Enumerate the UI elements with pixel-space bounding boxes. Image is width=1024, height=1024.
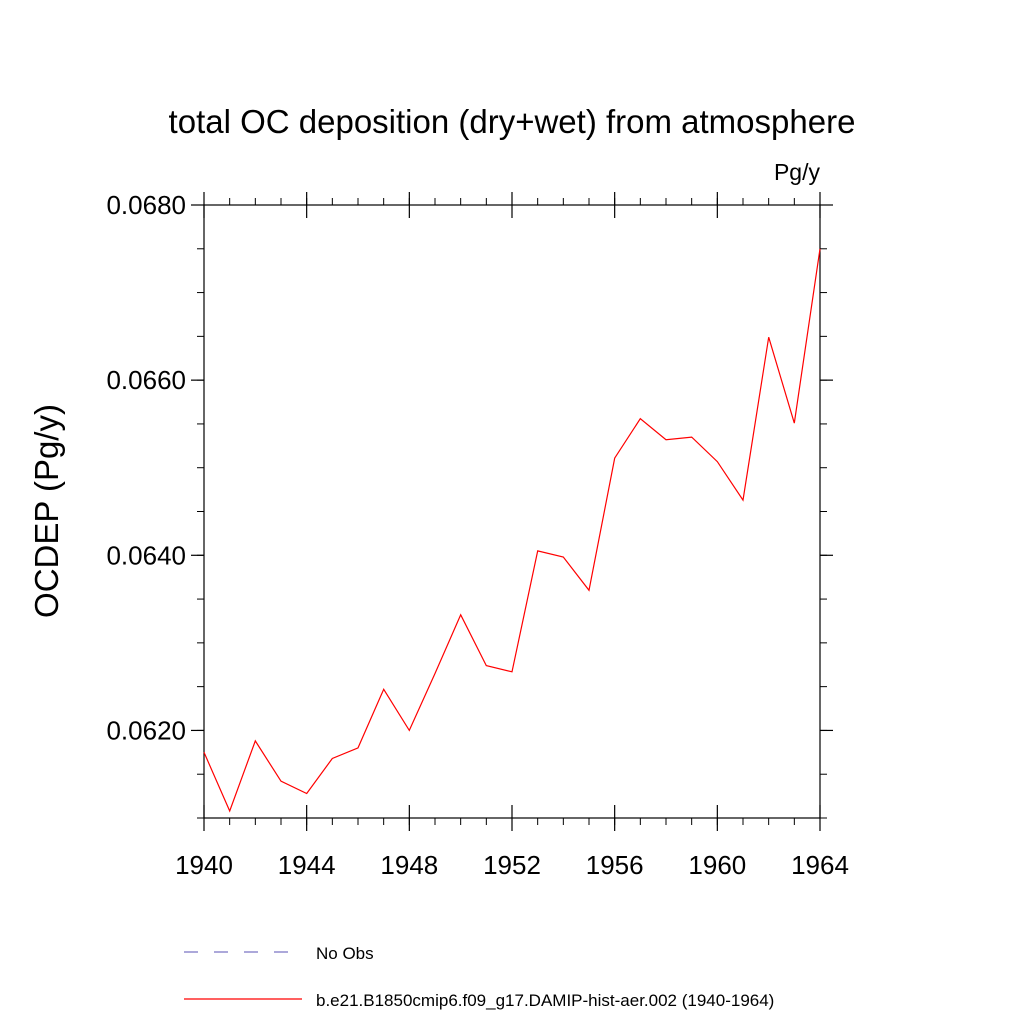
- x-tick-label: 1960: [688, 850, 746, 880]
- x-tick-label: 1944: [278, 850, 336, 880]
- x-tick-label: 1948: [380, 850, 438, 880]
- units-label: Pg/y: [774, 159, 821, 185]
- series-line: [203, 248, 821, 813]
- plot-frame: [203, 204, 821, 819]
- y-tick-label: 0.0640: [106, 540, 186, 570]
- x-tick-label: 1952: [483, 850, 541, 880]
- legend-label: b.e21.B1850cmip6.f09_g17.DAMIP-hist-aer.…: [316, 991, 774, 1010]
- chart-title: total OC deposition (dry+wet) from atmos…: [169, 103, 856, 140]
- axis-ticks: 0.0620 0.0640 0.0660 0.0680 1940 1944 1948 1952…: [106, 190, 848, 880]
- legend: No Obs b.e21.B1850cmip6.f09_g17.DAMIP-his…: [184, 944, 774, 1010]
- x-tick-label: 1964: [791, 850, 849, 880]
- y-axis-label: OCDEP (Pg/y): [28, 404, 65, 618]
- legend-label: No Obs: [316, 944, 374, 963]
- x-tick-label: 1956: [586, 850, 644, 880]
- x-tick-label: 1940: [175, 850, 233, 880]
- series-layer: [203, 248, 821, 813]
- y-tick-label: 0.0680: [106, 190, 186, 220]
- y-tick-label: 0.0660: [106, 365, 186, 395]
- y-tick-label: 0.0620: [106, 715, 186, 745]
